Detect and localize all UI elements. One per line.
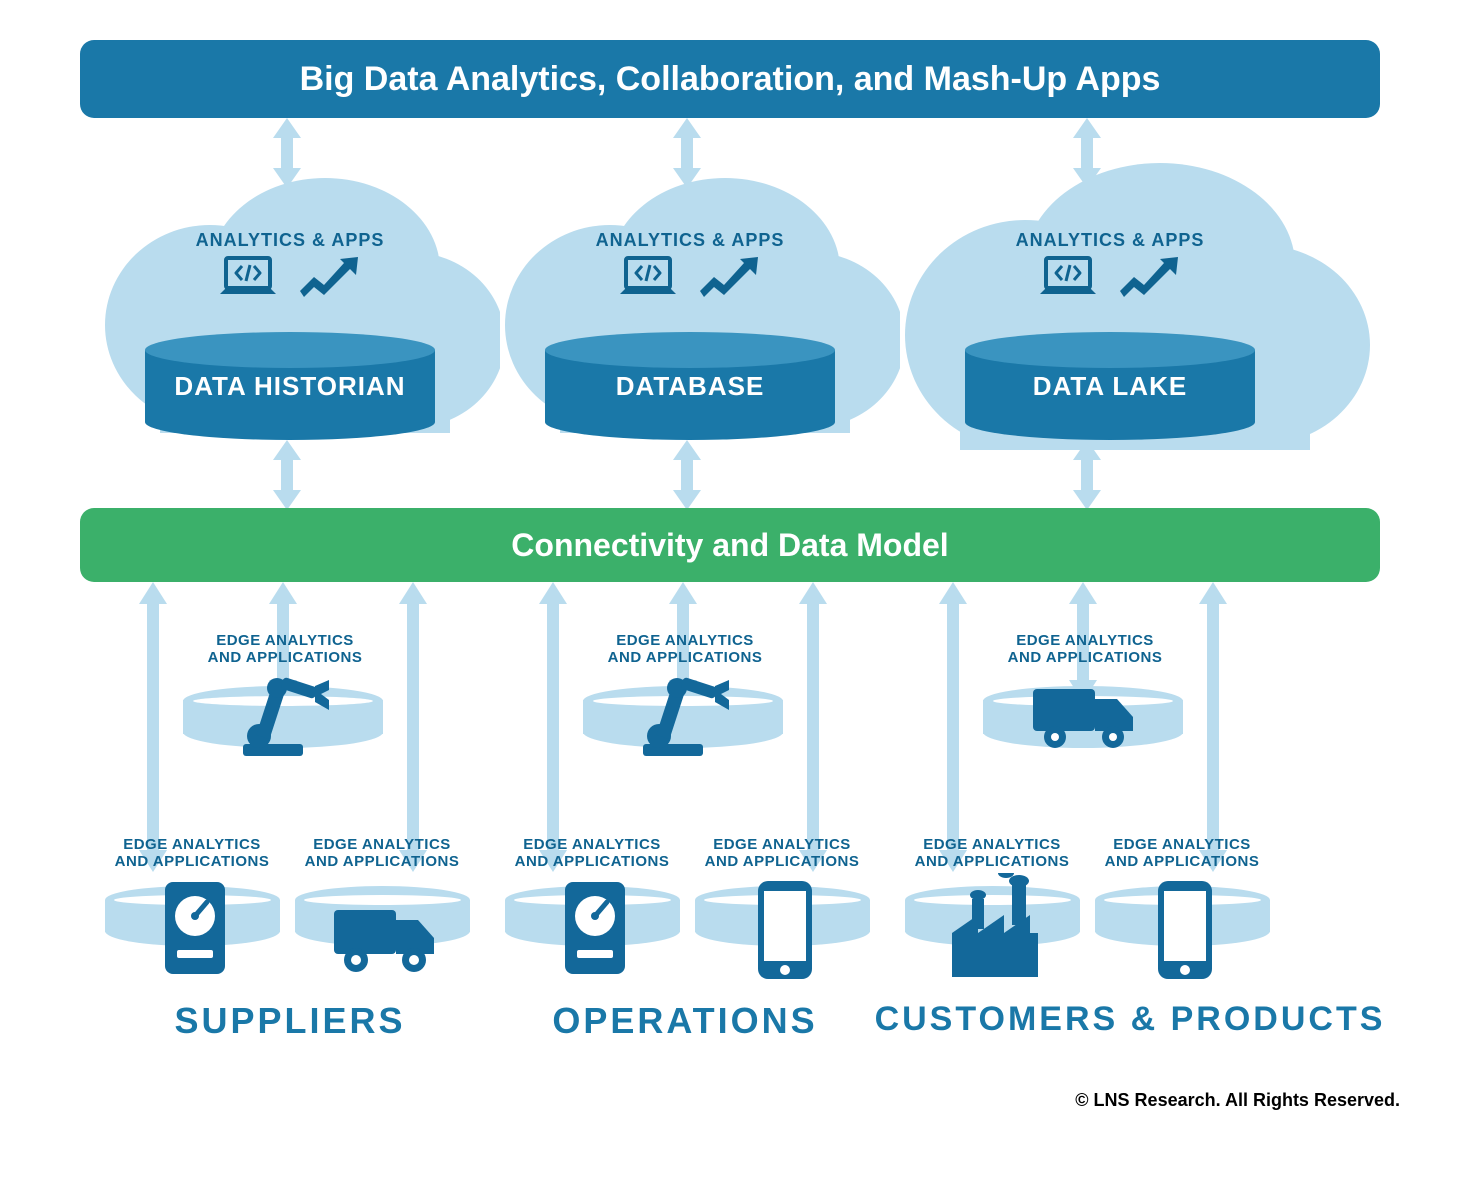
edge-line2: AND APPLICATIONS [305,853,460,870]
col2-edge-top: EDGE ANALYTICS AND APPLICATIONS [990,632,1180,667]
factory-icon [942,873,1048,981]
robot-arm-icon [237,672,333,758]
phone-icon [1154,879,1216,981]
diagram-stage: Big Data Analytics, Collaboration, and M… [60,40,1400,1160]
edge-line1: EDGE ANALYTICS [616,632,754,649]
col1-br-icon [750,878,820,982]
edge-line2: AND APPLICATIONS [608,649,763,666]
middle-bar: Connectivity and Data Model [80,508,1380,582]
edge-line1: EDGE ANALYTICS [1016,632,1154,649]
edge-line1: EDGE ANALYTICS [523,836,661,853]
apps-icons-1 [615,254,765,300]
col0-arrow-right [395,582,431,872]
apps-label-2: ANALYTICS & APPS [1000,230,1220,251]
truck-icon [1029,677,1141,755]
col0-edge-br: EDGE ANALYTICS AND APPLICATIONS [292,836,472,871]
col2-top-icon [1025,676,1145,756]
col2-edge-br: EDGE ANALYTICS AND APPLICATIONS [1092,836,1272,871]
col1-arrow-left [535,582,571,872]
edge-line2: AND APPLICATIONS [1008,649,1163,666]
edge-line1: EDGE ANALYTICS [713,836,851,853]
edge-line2: AND APPLICATIONS [705,853,860,870]
col1-edge-top: EDGE ANALYTICS AND APPLICATIONS [590,632,780,667]
edge-line1: EDGE ANALYTICS [313,836,451,853]
col2-title: CUSTOMERS & PRODUCTS [870,1000,1390,1039]
col1-top-icon [635,672,735,758]
edge-line1: EDGE ANALYTICS [923,836,1061,853]
arrow-cloud-mid-1 [665,440,709,510]
edge-line2: AND APPLICATIONS [515,853,670,870]
col0-title: SUPPLIERS [115,1000,465,1042]
arrow-cloud-mid-0 [265,440,309,510]
col2-arrow-left [935,582,971,872]
edge-line2: AND APPLICATIONS [208,649,363,666]
col0-bl-icon [155,878,235,982]
robot-arm-icon [637,672,733,758]
cylinder-database: DATABASE [545,320,835,440]
trend-arrow-icon [296,255,362,299]
edge-line1: EDGE ANALYTICS [1113,836,1251,853]
apps-label-0: ANALYTICS & APPS [180,230,400,251]
apps-icons-0 [215,254,365,300]
col0-arrow-left [135,582,171,872]
col0-edge-bl: EDGE ANALYTICS AND APPLICATIONS [102,836,282,871]
col2-edge-bl: EDGE ANALYTICS AND APPLICATIONS [902,836,1082,871]
arrow-cloud-mid-2 [1065,440,1109,510]
col0-top-icon [235,672,335,758]
col1-edge-bl: EDGE ANALYTICS AND APPLICATIONS [502,836,682,871]
col1-arrow-right [795,582,831,872]
laptop-code-icon [218,254,278,300]
trend-arrow-icon [1116,255,1182,299]
col1-title: OPERATIONS [505,1000,865,1042]
edge-line2: AND APPLICATIONS [915,853,1070,870]
edge-line2: AND APPLICATIONS [115,853,270,870]
laptop-code-icon [618,254,678,300]
edge-line2: AND APPLICATIONS [1105,853,1260,870]
apps-label-1: ANALYTICS & APPS [580,230,800,251]
laptop-code-icon [1038,254,1098,300]
meter-icon [159,880,231,980]
edge-line1: EDGE ANALYTICS [216,632,354,649]
apps-icons-2 [1035,254,1185,300]
top-bar: Big Data Analytics, Collaboration, and M… [80,40,1380,118]
trend-arrow-icon [696,255,762,299]
truck-icon [330,896,440,978]
col2-arrow-right [1195,582,1231,872]
col1-edge-br: EDGE ANALYTICS AND APPLICATIONS [692,836,872,871]
col1-bl-icon [555,878,635,982]
col0-edge-top: EDGE ANALYTICS AND APPLICATIONS [190,632,380,667]
copyright-text: © LNS Research. All Rights Reserved. [1075,1090,1400,1111]
cylinder-data-lake: DATA LAKE [965,320,1255,440]
col0-br-icon [330,892,440,982]
cylinder-data-historian: DATA HISTORIAN [145,320,435,440]
col2-br-icon [1150,878,1220,982]
meter-icon [559,880,631,980]
col2-bl-icon [940,872,1050,982]
phone-icon [754,879,816,981]
edge-line1: EDGE ANALYTICS [123,836,261,853]
